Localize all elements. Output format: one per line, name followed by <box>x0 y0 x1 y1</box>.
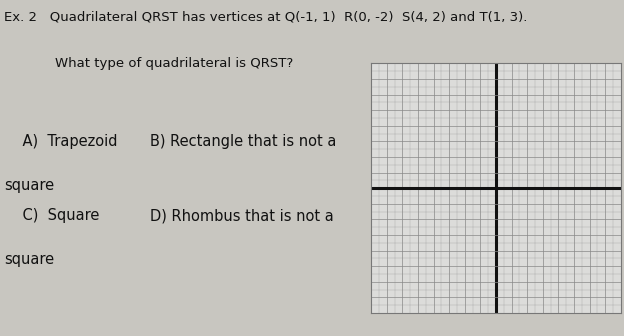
Text: Ex. 2   Quadrilateral QRST has vertices at Q(-1, 1)  R(0, -2)  S(4, 2) and T(1, : Ex. 2 Quadrilateral QRST has vertices at… <box>4 10 527 23</box>
Text: B) Rectangle that is not a: B) Rectangle that is not a <box>150 134 336 150</box>
Text: D) Rhombus that is not a: D) Rhombus that is not a <box>150 208 333 223</box>
Text: What type of quadrilateral is QRST?: What type of quadrilateral is QRST? <box>4 57 293 70</box>
Text: C)  Square: C) Square <box>4 208 99 223</box>
Text: square: square <box>4 252 54 267</box>
Text: square: square <box>4 178 54 193</box>
Text: A)  Trapezoid: A) Trapezoid <box>4 134 117 150</box>
